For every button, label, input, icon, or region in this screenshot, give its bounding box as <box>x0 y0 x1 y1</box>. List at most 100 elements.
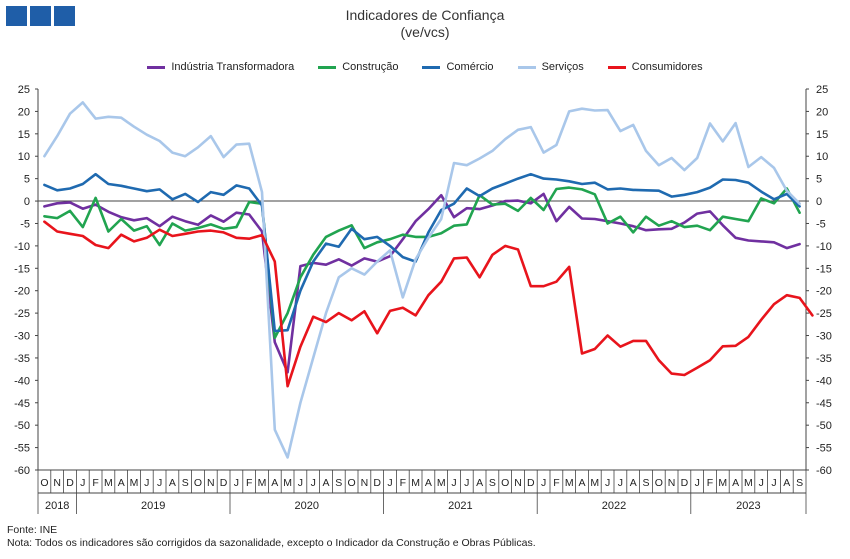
y-tick-label-right: 0 <box>816 196 822 208</box>
month-label: J <box>80 477 85 489</box>
month-label: S <box>182 477 189 489</box>
chart-footer: Fonte: INE Nota: Todos os indicadores sã… <box>7 524 536 550</box>
month-label: A <box>425 477 432 489</box>
month-label: N <box>53 477 61 489</box>
y-tick-label-left: 10 <box>18 151 30 163</box>
series-line-construção <box>43 186 801 340</box>
month-label: F <box>246 477 252 489</box>
y-tick-label-left: 20 <box>18 106 30 118</box>
y-tick-label-right: 5 <box>816 174 822 186</box>
month-label: A <box>118 477 125 489</box>
y-tick-label-left: -20 <box>14 286 30 298</box>
legend-item: Comércio <box>422 61 494 73</box>
y-tick-label-left: -60 <box>14 465 30 477</box>
month-label: N <box>668 477 676 489</box>
month-label: S <box>796 477 803 489</box>
month-label: O <box>501 477 509 489</box>
month-label: J <box>298 477 303 489</box>
y-tick-label-right: 25 <box>816 84 828 96</box>
month-label: S <box>335 477 342 489</box>
y-tick-label-right: -40 <box>816 375 832 387</box>
month-label: J <box>157 477 162 489</box>
legend-label: Indústria Transformadora <box>171 61 295 73</box>
month-label: A <box>732 477 739 489</box>
month-label: J <box>387 477 392 489</box>
month-label: A <box>578 477 585 489</box>
legend-swatch <box>147 65 166 69</box>
month-label: M <box>104 477 113 489</box>
y-tick-label-left: -55 <box>14 443 30 455</box>
y-tick-label-right: -10 <box>816 241 832 253</box>
year-label: 2020 <box>295 500 319 512</box>
chart-title-block: Indicadores de Confiança (ve/vcs) <box>0 7 850 41</box>
month-label: M <box>744 477 753 489</box>
y-tick-label-left: -30 <box>14 331 30 343</box>
month-label: O <box>40 477 48 489</box>
year-label: 2023 <box>736 500 760 512</box>
month-label: F <box>553 477 559 489</box>
month-label: J <box>144 477 149 489</box>
month-label: A <box>322 477 329 489</box>
legend-label: Comércio <box>446 61 494 73</box>
month-label: J <box>618 477 623 489</box>
month-label: A <box>783 477 790 489</box>
year-label: 2021 <box>448 500 472 512</box>
month-label: A <box>630 477 637 489</box>
y-tick-label-right: -25 <box>816 308 832 320</box>
month-label: M <box>130 477 139 489</box>
month-label: O <box>348 477 356 489</box>
month-label: O <box>655 477 663 489</box>
legend-swatch <box>607 65 626 69</box>
legend-label: Construção <box>342 61 399 73</box>
year-label: 2022 <box>602 500 626 512</box>
month-label: J <box>605 477 610 489</box>
month-label: D <box>373 477 381 489</box>
month-label: J <box>759 477 764 489</box>
y-tick-label-left: -35 <box>14 353 30 365</box>
month-label: J <box>771 477 776 489</box>
y-tick-label-left: 0 <box>24 196 30 208</box>
month-label: F <box>400 477 406 489</box>
y-tick-label-left: -10 <box>14 241 30 253</box>
methodology-note: Nota: Todos os indicadores são corrigido… <box>7 537 536 549</box>
month-label: M <box>718 477 727 489</box>
month-label: A <box>169 477 176 489</box>
y-tick-label-right: -35 <box>816 353 832 365</box>
y-tick-label-left: 15 <box>18 129 30 141</box>
month-label: S <box>642 477 649 489</box>
legend-swatch <box>318 65 337 69</box>
y-tick-label-left: 5 <box>24 174 30 186</box>
legend-item: Serviços <box>517 61 584 73</box>
y-tick-label-right: 20 <box>816 106 828 118</box>
month-label: J <box>695 477 700 489</box>
chart-subtitle: (ve/vcs) <box>400 24 450 40</box>
month-label: J <box>541 477 546 489</box>
y-tick-label-right: 10 <box>816 151 828 163</box>
legend-item: Consumidores <box>607 61 703 73</box>
month-label: M <box>565 477 574 489</box>
y-tick-label-right: -50 <box>816 420 832 432</box>
month-label: S <box>489 477 496 489</box>
y-tick-label-left: -50 <box>14 420 30 432</box>
ine-logo <box>6 6 75 26</box>
source-note: Fonte: INE <box>7 524 58 536</box>
month-label: N <box>207 477 215 489</box>
month-label: O <box>194 477 202 489</box>
month-label: M <box>411 477 420 489</box>
legend-label: Serviços <box>541 61 584 73</box>
legend-label: Consumidores <box>631 61 703 73</box>
legend-swatch <box>422 65 441 69</box>
month-label: A <box>476 477 483 489</box>
month-label: N <box>361 477 369 489</box>
month-label: D <box>66 477 74 489</box>
y-tick-label-left: -5 <box>20 218 30 230</box>
y-tick-label-left: -25 <box>14 308 30 320</box>
month-label: J <box>234 477 239 489</box>
month-label: F <box>707 477 713 489</box>
year-label: 2018 <box>45 500 69 512</box>
chart-title: Indicadores de Confiança <box>345 7 505 23</box>
legend-swatch <box>517 65 536 69</box>
month-label: N <box>514 477 522 489</box>
year-label: 2019 <box>141 500 165 512</box>
